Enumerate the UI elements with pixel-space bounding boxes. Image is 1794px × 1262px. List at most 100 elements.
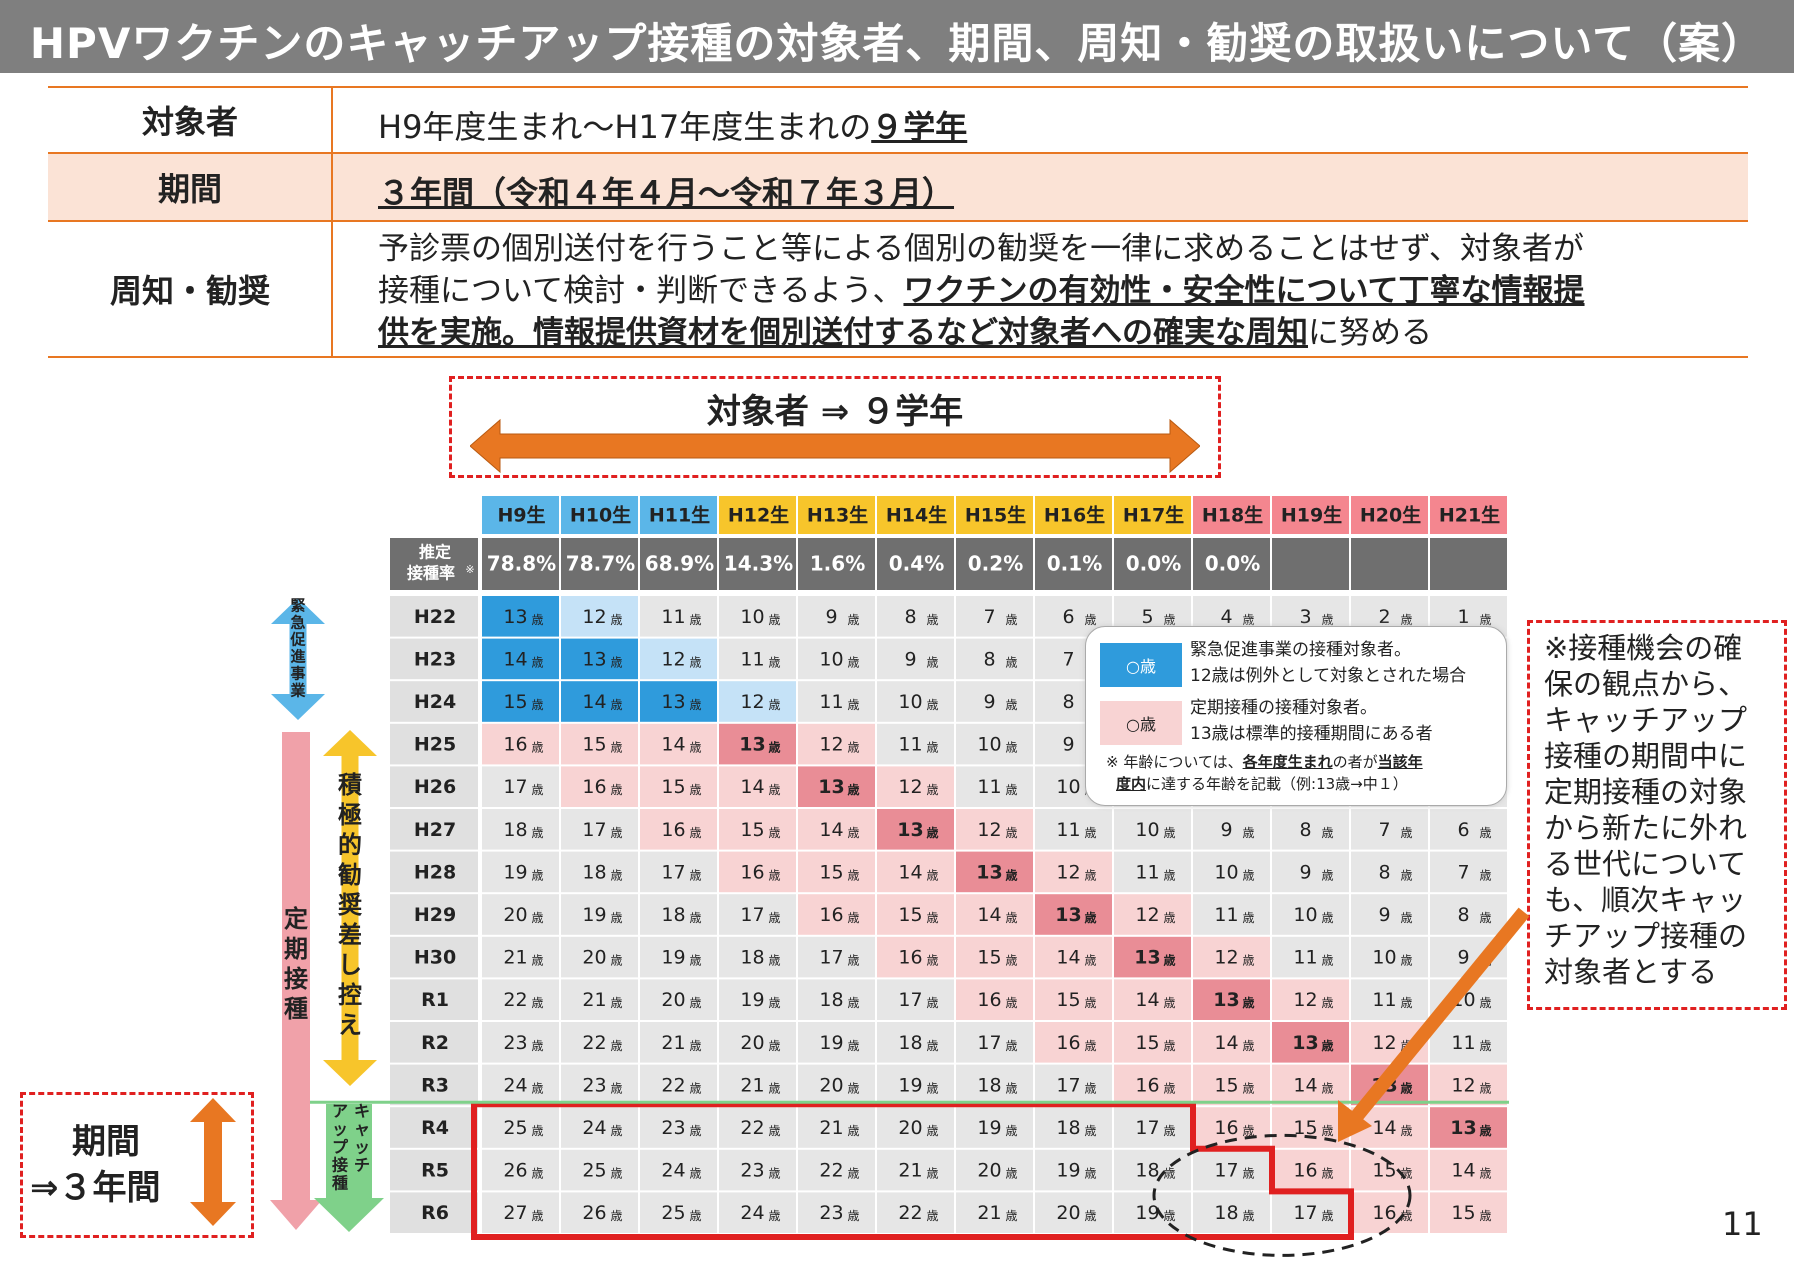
age-unit: 歳 [1479,1167,1491,1181]
year-label: R6 [421,1202,449,1224]
catchup-label: ッ [354,1138,370,1157]
age-cell [798,809,875,850]
age-unit: 歳 [768,954,780,968]
age-cell [1272,1149,1349,1191]
age-cell [1035,1192,1112,1233]
age-unit: 歳 [1005,911,1017,925]
column-header-label: H11生 [649,504,710,527]
year-label-cell [390,723,478,765]
age-cell [956,851,1033,893]
notice-line-3: 供を実施。情報提供資材を個別送付するなど対象者への確実な周知に努める [378,312,1738,354]
legend-blue-text: 緊急促進事業の接種対象者。 12歳は例外として対象とされた場合 [1190,637,1466,689]
catchup-label: プ [332,1138,349,1157]
column-header-label: H18生 [1202,504,1263,527]
legend-note-bold: 度内 [1116,775,1147,793]
column-header [482,496,559,534]
age-value: 7 [1457,861,1469,883]
year-label: H28 [414,861,456,883]
age-value: 13 [976,861,1002,883]
age-cell [1035,809,1112,850]
year-label: H22 [414,606,456,628]
rate-cell [719,538,796,590]
year-label-cell [390,851,478,893]
rate-value: 14.3% [724,552,793,576]
age-value: 11 [661,606,685,628]
column-header-label: H15生 [965,504,1026,527]
period-box-label: 期間 [72,1122,140,1162]
rate-cell [956,538,1033,590]
age-value: 20 [503,904,527,926]
age-cell [561,936,638,978]
rate-cell [877,538,954,590]
age-unit: 歳 [610,911,622,925]
age-value: 12 [1135,904,1159,926]
age-value: 26 [503,1160,527,1182]
age-cell [798,1064,875,1106]
age-cell [798,1107,875,1148]
age-unit: 歳 [1242,1209,1254,1223]
age-cell [719,766,796,807]
age-cell [798,979,875,1020]
age-value: 15 [1135,1032,1159,1054]
age-cell [877,1064,954,1106]
rate-mark: ※ [465,563,474,576]
refrain-label: 差 [338,921,362,949]
age-value: 18 [661,904,685,926]
age-value: 20 [819,1074,843,1096]
column-header [1035,496,1112,534]
age-cell [482,1022,559,1063]
age-value: 18 [898,1032,922,1054]
age-cell [640,809,717,850]
age-unit: 歳 [610,783,622,797]
age-value: 17 [1135,1117,1159,1139]
age-value: 27 [503,1202,527,1224]
age-value: 22 [661,1074,685,1096]
routine-label: 期 [284,935,308,963]
age-cell [798,1149,875,1191]
age-value: 16 [977,989,1001,1011]
age-cell [640,894,717,935]
age-cell [798,638,875,680]
age-cell [561,1022,638,1063]
age-value: 15 [898,904,922,926]
column-header-label: H21生 [1439,504,1500,527]
column-header-label: H10生 [570,504,631,527]
age-value: 8 [1457,904,1469,926]
age-unit: 歳 [1005,783,1017,797]
catchup-outline [471,1101,1354,1240]
routine-label: 種 [284,995,308,1023]
age-value: 8 [983,648,995,670]
age-value: 23 [740,1160,764,1182]
age-value: 11 [740,648,764,670]
age-unit: 歳 [531,655,543,669]
age-value: 13 [1055,904,1081,926]
age-unit: 歳 [1400,826,1412,840]
age-unit: 歳 [847,782,859,797]
age-unit: 歳 [926,1209,938,1223]
period-text: ３年間（令和４年４月〜令和７年３月） [378,174,955,212]
age-cell [719,638,796,680]
column-header-label: H14生 [886,504,947,527]
rate-value: 0.1% [1047,552,1102,576]
age-cell [877,1192,954,1233]
age-value: 18 [1056,1117,1080,1139]
age-unit: 歳 [1479,1081,1491,1095]
age-cell [1351,851,1428,893]
age-value: 20 [582,947,606,969]
age-cell [1114,1149,1191,1191]
age-cell [719,1149,796,1191]
age-unit: 歳 [1005,613,1017,627]
age-value: 20 [740,1032,764,1054]
age-unit: 歳 [847,1039,859,1053]
age-unit: 歳 [1321,996,1333,1010]
age-cell [956,1022,1033,1063]
side-note-line: ※接種機会の確 [1544,631,1743,665]
age-unit: 歳 [926,783,938,797]
age-cell [719,851,796,893]
catchup-label: チ [354,1156,370,1175]
age-value: 9 [1062,734,1074,756]
column-header-label: H12生 [728,504,789,527]
age-cell [561,979,638,1020]
age-unit: 歳 [847,613,859,627]
